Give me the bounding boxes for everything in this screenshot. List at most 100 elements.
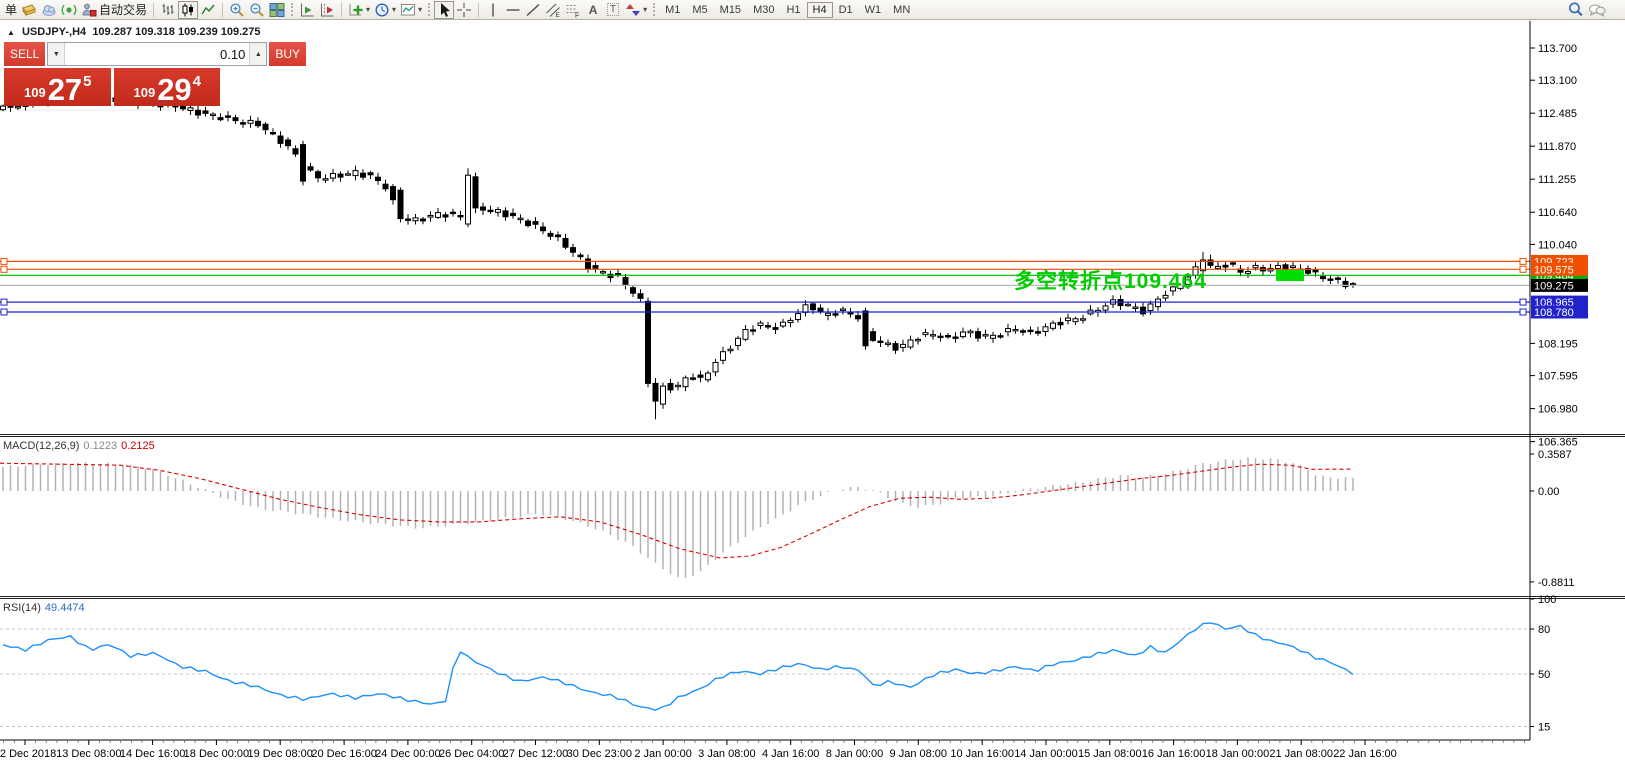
dropdown-icon: ▾ <box>366 5 371 14</box>
chart-shift-button[interactable] <box>317 1 337 19</box>
svg-text:E: E <box>556 12 561 18</box>
signal-icon <box>61 4 77 15</box>
tf-h1-button[interactable]: H1 <box>780 2 806 18</box>
svg-text:13 Dec 08:00: 13 Dec 08:00 <box>56 748 121 760</box>
volume-decrease-button[interactable]: ▼ <box>48 43 66 65</box>
tf-h4-button[interactable]: H4 <box>806 1 833 18</box>
svg-text:9 Jan 08:00: 9 Jan 08:00 <box>890 748 948 760</box>
vertical-line-button[interactable] <box>483 1 503 19</box>
bar-chart-button[interactable] <box>158 1 178 19</box>
volume-increase-button[interactable]: ▲ <box>249 43 267 65</box>
svg-text:50: 50 <box>1538 669 1550 681</box>
cursor-icon <box>441 2 451 17</box>
order-menu-label[interactable]: 单 <box>5 3 18 17</box>
tf-m1-button[interactable]: M1 <box>659 2 686 18</box>
chat-icon <box>1589 4 1606 17</box>
channel-button[interactable]: E <box>543 1 563 19</box>
fibonacci-button[interactable]: F <box>563 1 583 19</box>
svg-text:106.980: 106.980 <box>1538 404 1578 416</box>
arrows-button[interactable]: ▾ <box>623 1 649 19</box>
tile-windows-button[interactable] <box>267 1 287 19</box>
toolbar-grip[interactable] <box>291 3 294 16</box>
svg-text:18 Dec 00:00: 18 Dec 00:00 <box>184 748 249 760</box>
periods-button[interactable]: ▾ <box>372 1 398 19</box>
autotrade-icon <box>82 3 97 16</box>
signals-button[interactable] <box>59 1 79 19</box>
tf-m5-button[interactable]: M5 <box>686 2 713 18</box>
buy-price-prefix: 109 <box>133 85 156 100</box>
horizontal-line-button[interactable] <box>503 1 523 19</box>
collapse-arrow-icon[interactable]: ▲ <box>7 28 15 37</box>
svg-text:111.870: 111.870 <box>1538 141 1576 153</box>
dropdown-icon: ▾ <box>643 5 648 14</box>
svg-text:113.700: 113.700 <box>1538 43 1577 55</box>
text-label-button[interactable]: T <box>603 1 623 19</box>
separator <box>153 2 155 17</box>
rsi-label: RSI(14) 49.4474 <box>3 602 85 614</box>
bar-chart-icon <box>162 3 174 15</box>
svg-text:111.255: 111.255 <box>1538 174 1576 186</box>
cursor-button[interactable] <box>434 0 455 19</box>
horizontal-line-icon <box>506 8 520 11</box>
buy-price-big: 29 <box>157 71 192 107</box>
label-tool-icon: T <box>607 3 620 16</box>
svg-text:20 Dec 16:00: 20 Dec 16:00 <box>311 748 376 760</box>
trendline-button[interactable] <box>523 1 543 19</box>
trade-panel-controls: SELL ▼ ▲ BUY <box>4 42 307 66</box>
cloud-icon <box>42 4 56 16</box>
toolbar-grip[interactable] <box>428 3 431 16</box>
tf-d1-button[interactable]: D1 <box>833 2 859 18</box>
svg-text:108.195: 108.195 <box>1538 338 1578 350</box>
chart-shift-icon <box>321 3 334 16</box>
tile-windows-icon <box>269 2 285 17</box>
svg-text:109.275: 109.275 <box>1534 280 1574 292</box>
svg-text:-0.8811: -0.8811 <box>1538 577 1575 589</box>
sell-button[interactable]: SELL <box>4 42 46 66</box>
templates-button[interactable]: ▾ <box>398 1 424 19</box>
chart-title: ▲ USDJPY-,H4 109.287 109.318 109.239 109… <box>7 26 261 38</box>
tf-w1-button[interactable]: W1 <box>859 2 888 18</box>
search-button[interactable] <box>1565 1 1586 19</box>
auto-scroll-icon <box>301 3 314 16</box>
autotrade-button[interactable]: 自动交易 <box>79 1 149 19</box>
chart-symbol-period: USDJPY-,H4 <box>21 26 87 38</box>
crosshair-button[interactable] <box>454 1 474 19</box>
fibonacci-icon: F <box>566 4 579 18</box>
line-chart-button[interactable] <box>198 1 218 19</box>
text-button[interactable]: A <box>583 1 603 19</box>
buy-price-button[interactable]: 109 29 4 <box>113 68 220 107</box>
sell-price-button[interactable]: 109 27 5 <box>4 68 111 106</box>
svg-text:110.640: 110.640 <box>1538 207 1577 219</box>
svg-text:106.365: 106.365 <box>1538 437 1578 449</box>
svg-text:30 Dec 23:00: 30 Dec 23:00 <box>567 748 632 760</box>
search-icon <box>1569 2 1583 17</box>
buy-button[interactable]: BUY <box>269 42 307 66</box>
tf-m30-button[interactable]: M30 <box>747 2 780 18</box>
svg-text:100: 100 <box>1538 594 1556 606</box>
candlestick-chart-button[interactable] <box>178 0 199 19</box>
auto-scroll-button[interactable] <box>297 1 317 19</box>
equidistant-channel-icon: E <box>546 3 561 18</box>
pivot-annotation[interactable]: 多空转折点109.464 <box>1014 270 1207 293</box>
candlestick-chart-icon <box>182 3 194 16</box>
template-icon <box>401 3 416 15</box>
toolbar-grip[interactable] <box>653 3 656 16</box>
svg-text:24 Dec 00:00: 24 Dec 00:00 <box>375 748 440 760</box>
new-order-icon <box>22 3 36 16</box>
tf-mn-button[interactable]: MN <box>887 2 916 18</box>
svg-text:14 Dec 16:00: 14 Dec 16:00 <box>120 748 185 760</box>
indicators-button[interactable]: ▾ <box>346 1 372 19</box>
cloud-button[interactable] <box>39 1 59 19</box>
chat-button[interactable] <box>1586 1 1608 19</box>
tf-m15-button[interactable]: M15 <box>714 2 747 18</box>
zoom-out-button[interactable] <box>247 1 267 19</box>
zoom-in-button[interactable] <box>227 1 247 19</box>
svg-text:8 Jan 00:00: 8 Jan 00:00 <box>826 748 884 760</box>
new-order-button[interactable] <box>19 1 39 19</box>
sell-price-big: 27 <box>47 71 83 107</box>
svg-text:27 Dec 12:00: 27 Dec 12:00 <box>503 748 568 760</box>
toolbar: 单 自动交易 <box>0 0 1625 20</box>
volume-input[interactable] <box>65 43 250 65</box>
